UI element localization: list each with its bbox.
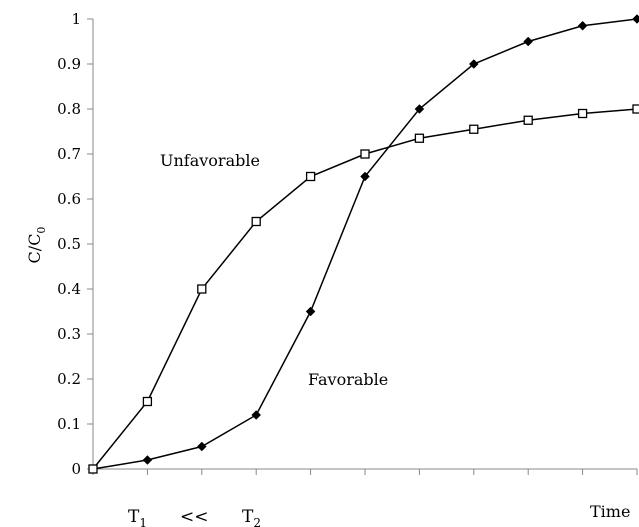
y-tick-label: 0.6 (57, 190, 81, 208)
data-point-favorable (196, 441, 207, 452)
data-point-favorable (577, 20, 588, 31)
relation-label: << (180, 507, 209, 527)
data-point-unfavorable (577, 108, 588, 119)
series-line-favorable (92, 18, 638, 470)
t1-label-sub: 1 (139, 516, 147, 527)
x-axis-label: Time (590, 502, 630, 521)
y-axis-label-sub: 0 (35, 227, 48, 234)
t1-label-main: T (128, 507, 140, 527)
data-point-favorable (632, 14, 639, 24)
unfavorable-label: Unfavorable (160, 151, 260, 170)
t2-label-main: T (242, 507, 254, 527)
data-point-favorable (414, 104, 425, 114)
data-point-favorable (251, 410, 262, 420)
data-point-unfavorable (251, 216, 261, 227)
series-layer (88, 14, 639, 474)
data-point-favorable (305, 306, 316, 317)
data-point-unfavorable (197, 284, 207, 294)
svg-text:C/C0: C/C0 (25, 227, 48, 264)
data-point-unfavorable (360, 149, 370, 159)
y-tick-label: 0.9 (57, 55, 81, 73)
y-tick-label: 0.3 (57, 325, 81, 343)
data-point-unfavorable (469, 124, 479, 134)
y-tick-label: 1 (71, 10, 81, 28)
t1-label: T1 (128, 507, 147, 527)
data-point-unfavorable (142, 396, 153, 407)
y-tick-label: 0.2 (57, 370, 81, 388)
y-axis-label: C/C0 (25, 227, 48, 264)
t2-label: T2 (242, 507, 261, 527)
data-point-unfavorable (632, 104, 639, 114)
y-tick-label: 0 (71, 460, 81, 478)
data-point-unfavorable (88, 464, 98, 474)
data-point-favorable (523, 36, 534, 47)
t2-label-sub: 2 (253, 516, 261, 527)
data-point-unfavorable (523, 115, 533, 125)
y-tick-label: 0.1 (57, 415, 81, 433)
y-tick-label: 0.8 (57, 100, 81, 118)
data-point-favorable (360, 171, 370, 182)
y-tick-labels: 0 0.1 0.2 0.3 0.4 0.5 0.6 0.7 0.8 0.9 1 (57, 10, 81, 478)
data-point-unfavorable (305, 171, 316, 182)
y-tick-label: 0.7 (57, 145, 81, 163)
y-tick-label: 0.5 (57, 235, 81, 253)
chart-axes (87, 18, 638, 475)
data-point-unfavorable (414, 133, 425, 143)
data-point-favorable (142, 455, 153, 465)
y-tick-label: 0.4 (57, 280, 81, 298)
favorable-label: Favorable (308, 370, 388, 389)
data-point-favorable (468, 59, 479, 69)
y-axis-label-main: C/C (25, 234, 44, 264)
